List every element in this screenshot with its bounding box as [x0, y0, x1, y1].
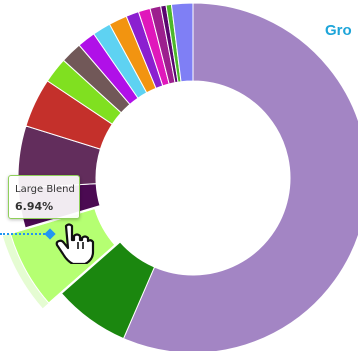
hover-pointer-line [0, 233, 48, 235]
donut-slice-17[interactable] [170, 2, 194, 83]
tooltip-name: Large Blend [15, 184, 75, 195]
tooltip: Large Blend 6.94% [8, 175, 80, 219]
donut-slice-1[interactable] [122, 2, 358, 351]
tooltip-value: 6.94% [15, 200, 54, 213]
legend-title: Gro [325, 22, 352, 39]
donut-slice-2[interactable] [60, 241, 156, 340]
hand-pointer-icon [55, 223, 95, 264]
